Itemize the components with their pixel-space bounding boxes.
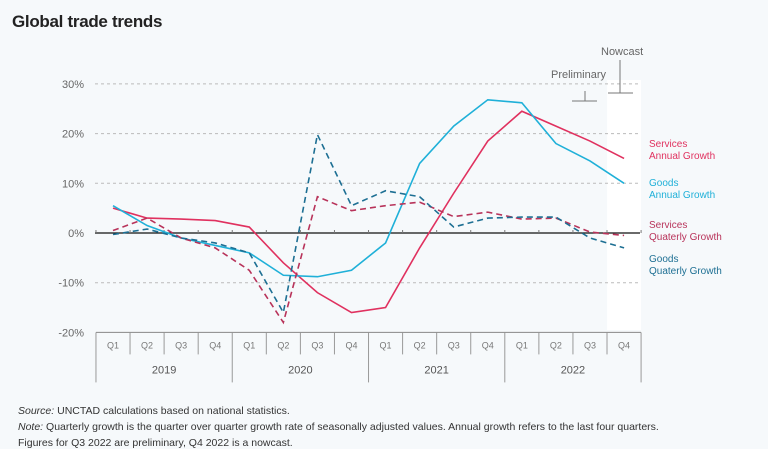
y-tick-label: 30% [62, 79, 84, 91]
y-tick-label: 10% [62, 178, 84, 190]
x-tick-label: Q4 [618, 340, 630, 350]
x-tick-label: Q2 [414, 340, 426, 350]
y-tick-label: 20% [62, 129, 84, 141]
y-tick-label: 0% [68, 228, 84, 240]
year-label: 2022 [561, 364, 585, 376]
x-tick-label: Q4 [482, 340, 494, 350]
year-label: 2021 [424, 364, 448, 376]
year-label: 2019 [152, 364, 176, 376]
x-tick-label: Q1 [516, 340, 528, 350]
series-label: Annual Growth [649, 190, 715, 201]
series-line-services-quaterly-growth [113, 197, 624, 323]
y-tick-label: -10% [58, 278, 84, 290]
series-label: Quaterly Growth [649, 232, 722, 243]
series-label: Quaterly Growth [649, 266, 722, 277]
nowcast-band [607, 80, 641, 330]
x-tick-label: Q2 [550, 340, 562, 350]
series-label: Services [649, 139, 687, 150]
series-label: Goods [649, 178, 678, 189]
series-label: Goods [649, 254, 678, 265]
y-tick-label: -20% [58, 327, 84, 339]
x-tick-label: Q3 [175, 340, 187, 350]
year-label: 2020 [288, 364, 312, 376]
x-tick-label: Q3 [584, 340, 596, 350]
x-tick-label: Q2 [277, 340, 289, 350]
x-tick-label: Q3 [448, 340, 460, 350]
x-tick-label: Q1 [380, 340, 392, 350]
x-tick-label: Q3 [311, 340, 323, 350]
figures-note: Figures for Q3 2022 are preliminary, Q4 … [18, 437, 293, 449]
preliminary-label: Preliminary [551, 69, 607, 81]
x-tick-label: Q4 [345, 340, 357, 350]
series-line-goods-quaterly-growth [113, 135, 624, 313]
x-tick-label: Q4 [209, 340, 221, 350]
source-note: Source: UNCTAD calculations based on nat… [18, 405, 290, 417]
nowcast-label: Nowcast [601, 46, 643, 58]
x-tick-label: Q1 [107, 340, 119, 350]
series-label: Annual Growth [649, 151, 715, 162]
series-label: Services [649, 220, 687, 231]
series-line-goods-annual-growth [113, 100, 624, 277]
x-tick-label: Q1 [243, 340, 255, 350]
x-tick-label: Q2 [141, 340, 153, 350]
note: Note: Quarterly growth is the quarter ov… [18, 421, 659, 433]
